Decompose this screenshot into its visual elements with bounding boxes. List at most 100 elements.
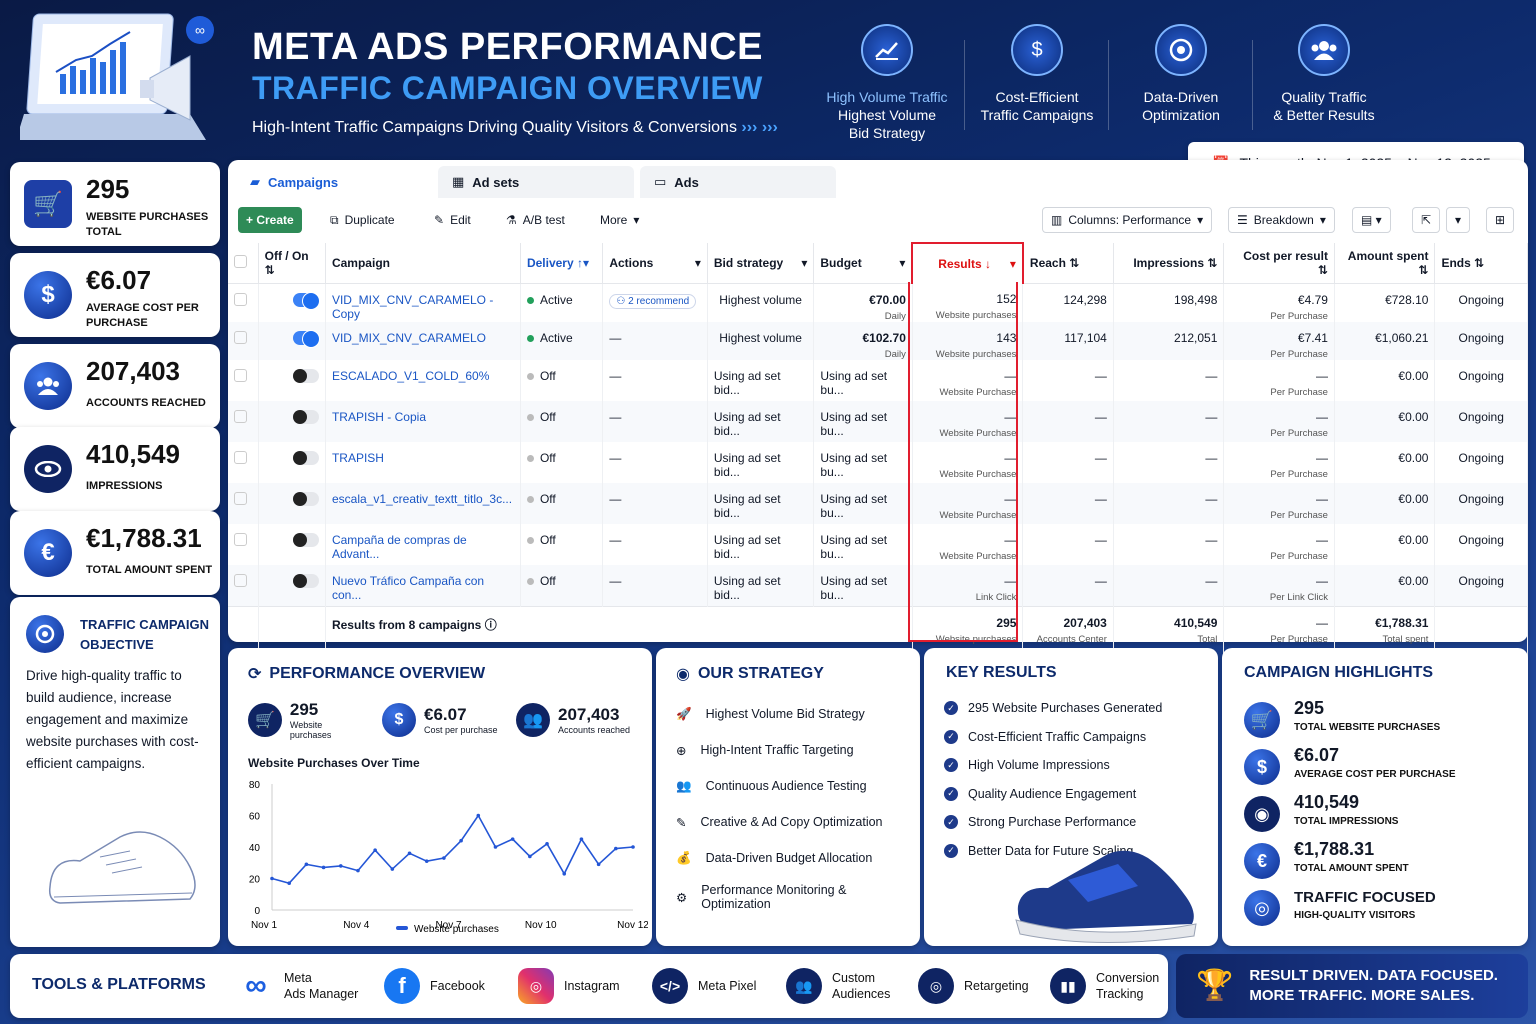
- row-checkbox[interactable]: [228, 523, 259, 565]
- totals-label: Results from 8 campaigns: [331, 617, 482, 632]
- budget-cell: €102.70 Daily: [813, 321, 913, 360]
- toggle-switch[interactable]: [292, 368, 319, 383]
- row-toggle[interactable]: [258, 283, 326, 322]
- col-amount-spent[interactable]: Amount spent ⇅: [1334, 243, 1436, 284]
- col-delivery[interactable]: Delivery ↑▾: [520, 243, 604, 284]
- tab-ads[interactable]: ▭ Ads: [640, 166, 836, 198]
- table-row[interactable]: Campaña de compras de Advant... Off — Using…: [228, 523, 1528, 565]
- col-actions[interactable]: Actions ▾: [602, 243, 708, 284]
- check-icon: ✓: [944, 786, 958, 801]
- data-point: [321, 865, 326, 870]
- row-toggle[interactable]: [258, 523, 326, 565]
- col-bid-strategy[interactable]: Bid strategy ▾: [707, 243, 815, 284]
- toggle-switch[interactable]: [292, 329, 320, 348]
- columns-button[interactable]: ▥ Columns: Performance ▾: [1042, 207, 1213, 233]
- cpr-cell: €4.79 Per Purchase: [1223, 283, 1335, 322]
- toggle-switch[interactable]: [292, 491, 319, 506]
- row-checkbox[interactable]: [228, 359, 259, 401]
- strategy-card: ◉ OUR STRATEGY 🚀 Highest Volume Bid Strate…: [656, 648, 920, 946]
- data-point: [373, 848, 377, 852]
- campaign-name-link[interactable]: VID_MIX_CNV_CARAMELO - Copy: [331, 292, 494, 321]
- row-checkbox[interactable]: [228, 441, 259, 483]
- tool-conversion-tracking: ▮▮ Conversion Tracking: [1050, 966, 1159, 1006]
- col-impressions[interactable]: Impressions ⇅: [1113, 243, 1225, 284]
- toggle-switch[interactable]: [292, 450, 319, 465]
- table-row[interactable]: Nuevo Tráfico Campaña con con... Off — Usin…: [228, 564, 1528, 606]
- info-icon[interactable]: ⓘ: [484, 617, 497, 632]
- table-row[interactable]: TRAPISH Off — Using ad set bid... Using ad s…: [228, 441, 1528, 483]
- tool-retargeting: ◎ Retargeting: [918, 966, 1029, 1006]
- facebook-icon: f: [384, 968, 420, 1004]
- reports-button[interactable]: ▤ ▾: [1352, 207, 1391, 233]
- results-cell: — Website Purchase: [912, 441, 1024, 483]
- campaign-name-link[interactable]: escala_v1_creativ_textt_titlo_3c...: [331, 491, 513, 506]
- campaign-name-link[interactable]: Nuevo Tráfico Campaña con con...: [331, 573, 485, 602]
- toggle-switch[interactable]: [292, 532, 319, 547]
- col-budget[interactable]: Budget ▾: [813, 243, 913, 284]
- col-results[interactable]: Results ↓ ▾: [911, 242, 1024, 283]
- row-toggle[interactable]: [258, 321, 326, 360]
- delivery-status: Off: [520, 523, 604, 565]
- table-row[interactable]: escala_v1_creativ_textt_titlo_3c... Off — U…: [228, 482, 1528, 524]
- campaign-name-link[interactable]: Campaña de compras de Advant...: [331, 532, 467, 561]
- col-onoff[interactable]: Off / On ⇅: [258, 243, 326, 284]
- row-checkbox[interactable]: [228, 564, 259, 606]
- tab-campaigns[interactable]: ▰ Campaigns: [236, 166, 432, 198]
- campaign-name-link[interactable]: VID_MIX_CNV_CARAMELO: [331, 330, 487, 345]
- toggle-switch[interactable]: [292, 291, 320, 310]
- campaign-name-link[interactable]: ESCALADO_V1_COLD_60%: [331, 368, 490, 383]
- users-icon: 👥: [786, 968, 822, 1004]
- settings-button[interactable]: ⊞: [1486, 207, 1515, 233]
- col-cost-per-result[interactable]: Cost per result ⇅: [1223, 243, 1335, 284]
- toggle-switch[interactable]: [292, 573, 319, 588]
- row-checkbox[interactable]: [228, 321, 259, 360]
- tab-adsets[interactable]: ▦ Ad sets: [438, 166, 634, 198]
- campaign-name-link[interactable]: TRAPISH - Copia: [331, 409, 426, 424]
- row-toggle[interactable]: [258, 441, 326, 483]
- select-all-checkbox[interactable]: [228, 243, 259, 284]
- cpr-cell: — Per Purchase: [1223, 482, 1335, 524]
- breakdown-button[interactable]: ☰ Breakdown ▾: [1228, 207, 1335, 233]
- table-row[interactable]: TRAPISH - Copia Off — Using ad set bid... Us…: [228, 400, 1528, 442]
- cpr-cell: — Per Purchase: [1223, 400, 1335, 442]
- ab-test-button[interactable]: ⚗ A/B test: [506, 213, 565, 227]
- delivery-status: Active: [520, 283, 604, 322]
- table-row[interactable]: VID_MIX_CNV_CARAMELO Active — Highest volum…: [228, 321, 1528, 360]
- toggle-switch[interactable]: [292, 409, 319, 424]
- actions-cell: —: [602, 321, 708, 360]
- col-campaign[interactable]: Campaign: [325, 243, 521, 284]
- users-icon: [1298, 24, 1350, 76]
- key-result-item: ✓ Quality Audience Engagement: [944, 780, 1162, 809]
- chart-up-icon: [861, 24, 913, 76]
- table-row[interactable]: VID_MIX_CNV_CARAMELO - Copy Active ⚇ 2 rec…: [228, 283, 1528, 322]
- impressions-cell: 212,051: [1113, 321, 1225, 360]
- data-point: [631, 845, 635, 849]
- key-results-title: KEY RESULTS: [946, 664, 1057, 681]
- row-toggle[interactable]: [258, 482, 326, 524]
- row-checkbox[interactable]: [228, 482, 259, 524]
- dropdown-button[interactable]: ▾: [1446, 207, 1471, 233]
- more-button[interactable]: More ▾: [600, 213, 640, 227]
- col-reach[interactable]: Reach ⇅: [1022, 243, 1114, 284]
- row-checkbox[interactable]: [228, 283, 259, 322]
- row-toggle[interactable]: [258, 564, 326, 606]
- col-ends[interactable]: Ends ⇅: [1434, 243, 1528, 284]
- row-checkbox[interactable]: [228, 400, 259, 442]
- code-icon: </>: [652, 968, 688, 1004]
- edit-button[interactable]: ✎ Edit: [434, 213, 471, 227]
- recommend-badge[interactable]: ⚇ 2 recommend: [609, 293, 697, 309]
- export-button[interactable]: ⇱: [1412, 207, 1441, 233]
- data-point: [528, 854, 532, 859]
- row-toggle[interactable]: [258, 359, 326, 401]
- campaign-name-link[interactable]: TRAPISH: [331, 450, 384, 465]
- row-toggle[interactable]: [258, 400, 326, 442]
- purchases-line-chart: 80 60 40 20 0 Nov 1 Nov 4 Nov 7 Nov 10 Nov 12 Webs…: [249, 780, 648, 935]
- duplicate-button[interactable]: ⧉ Duplicate: [330, 212, 395, 228]
- create-button[interactable]: + Create: [238, 207, 302, 233]
- legend-label: Website purchases: [414, 924, 499, 935]
- bid-cell: Using ad set bid...: [707, 441, 815, 483]
- results-cell: — Website Purchase: [912, 359, 1024, 401]
- table-row[interactable]: ESCALADO_V1_COLD_60% Off — Using ad set bid…: [228, 359, 1528, 401]
- actions-cell[interactable]: ⚇ 2 recommend: [602, 283, 708, 322]
- actions-cell: —: [602, 564, 708, 606]
